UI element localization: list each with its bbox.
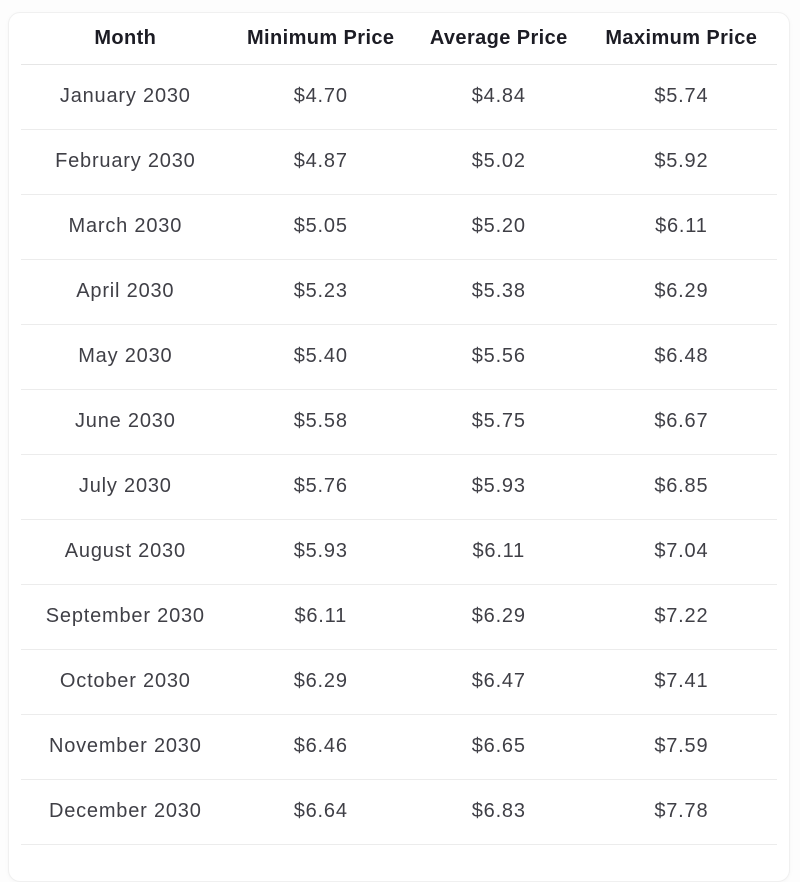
price-cell: $6.47: [411, 649, 586, 715]
price-cell: $5.93: [411, 454, 586, 520]
price-table: Month Minimum Price Average Price Maximu…: [21, 13, 777, 845]
price-cell: $5.02: [411, 129, 586, 195]
price-cell: $5.93: [229, 519, 412, 585]
month-cell: June 2030: [21, 389, 230, 455]
month-cell: May 2030: [21, 324, 230, 390]
price-cell: $6.65: [411, 714, 586, 780]
price-cell: $5.23: [229, 259, 412, 325]
month-cell: October 2030: [21, 649, 230, 715]
table-row: September 2030 $6.11 $6.29 $7.22: [21, 584, 777, 650]
price-cell: $6.11: [411, 519, 586, 585]
price-cell: $5.76: [229, 454, 412, 520]
price-cell: $6.67: [585, 389, 777, 455]
table-row: January 2030 $4.70 $4.84 $5.74: [21, 64, 777, 130]
month-cell: January 2030: [21, 64, 230, 130]
price-cell: $4.87: [229, 129, 412, 195]
price-cell: $6.29: [585, 259, 777, 325]
price-cell: $7.78: [585, 779, 777, 845]
price-cell: $7.59: [585, 714, 777, 780]
table-body: January 2030 $4.70 $4.84 $5.74 February 2030…: [21, 64, 777, 845]
price-cell: $6.48: [585, 324, 777, 390]
price-cell: $7.04: [585, 519, 777, 585]
price-cell: $6.83: [411, 779, 586, 845]
price-cell: $5.56: [411, 324, 586, 390]
price-table-card: Month Minimum Price Average Price Maximu…: [8, 12, 790, 882]
table-row: April 2030 $5.23 $5.38 $6.29: [21, 259, 777, 325]
month-cell: December 2030: [21, 779, 230, 845]
price-cell: $7.41: [585, 649, 777, 715]
price-cell: $6.29: [411, 584, 586, 650]
table-row: November 2030 $6.46 $6.65 $7.59: [21, 714, 777, 780]
price-cell: $5.74: [585, 64, 777, 130]
table-row: August 2030 $5.93 $6.11 $7.04: [21, 519, 777, 585]
price-cell: $6.11: [229, 584, 412, 650]
price-cell: $6.11: [585, 194, 777, 260]
column-header-maximum-price: Maximum Price: [585, 13, 777, 65]
price-cell: $5.05: [229, 194, 412, 260]
table-row: July 2030 $5.76 $5.93 $6.85: [21, 454, 777, 520]
table-row: May 2030 $5.40 $5.56 $6.48: [21, 324, 777, 390]
table-row: June 2030 $5.58 $5.75 $6.67: [21, 389, 777, 455]
column-header-average-price: Average Price: [411, 13, 586, 65]
price-cell: $6.85: [585, 454, 777, 520]
table-row: February 2030 $4.87 $5.02 $5.92: [21, 129, 777, 195]
price-cell: $5.75: [411, 389, 586, 455]
price-cell: $5.40: [229, 324, 412, 390]
price-cell: $5.58: [229, 389, 412, 455]
table-row: March 2030 $5.05 $5.20 $6.11: [21, 194, 777, 260]
month-cell: August 2030: [21, 519, 230, 585]
month-cell: March 2030: [21, 194, 230, 260]
price-cell: $5.38: [411, 259, 586, 325]
price-cell: $4.70: [229, 64, 412, 130]
price-cell: $7.22: [585, 584, 777, 650]
table-row: December 2030 $6.64 $6.83 $7.78: [21, 779, 777, 845]
column-header-month: Month: [21, 13, 230, 65]
month-cell: September 2030: [21, 584, 230, 650]
month-cell: February 2030: [21, 129, 230, 195]
column-header-minimum-price: Minimum Price: [229, 13, 412, 65]
month-cell: April 2030: [21, 259, 230, 325]
month-cell: July 2030: [21, 454, 230, 520]
month-cell: November 2030: [21, 714, 230, 780]
header-row: Month Minimum Price Average Price Maximu…: [21, 13, 777, 65]
price-cell: $4.84: [411, 64, 586, 130]
price-cell: $5.92: [585, 129, 777, 195]
table-header: Month Minimum Price Average Price Maximu…: [21, 13, 777, 65]
table-row: October 2030 $6.29 $6.47 $7.41: [21, 649, 777, 715]
price-cell: $6.29: [229, 649, 412, 715]
price-cell: $6.46: [229, 714, 412, 780]
price-cell: $5.20: [411, 194, 586, 260]
price-cell: $6.64: [229, 779, 412, 845]
